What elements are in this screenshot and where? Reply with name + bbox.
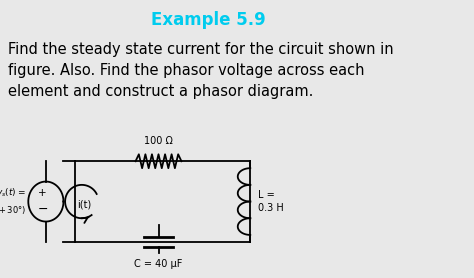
Text: Find the steady state current for the circuit shown in
figure. Also. Find the ph: Find the steady state current for the ci… (9, 42, 394, 99)
Text: L =
0.3 H: L = 0.3 H (258, 190, 283, 213)
Text: 100 Ω: 100 Ω (144, 136, 173, 146)
Text: C = 40 μF: C = 40 μF (134, 259, 182, 269)
Text: Example 5.9: Example 5.9 (151, 11, 266, 29)
Text: $v_s(t) =$: $v_s(t) =$ (0, 187, 26, 199)
Text: $100\cos(500t + 30°)$: $100\cos(500t + 30°)$ (0, 204, 26, 216)
Text: i(t): i(t) (77, 199, 91, 209)
Text: +: + (38, 188, 47, 198)
Text: −: − (37, 203, 48, 216)
